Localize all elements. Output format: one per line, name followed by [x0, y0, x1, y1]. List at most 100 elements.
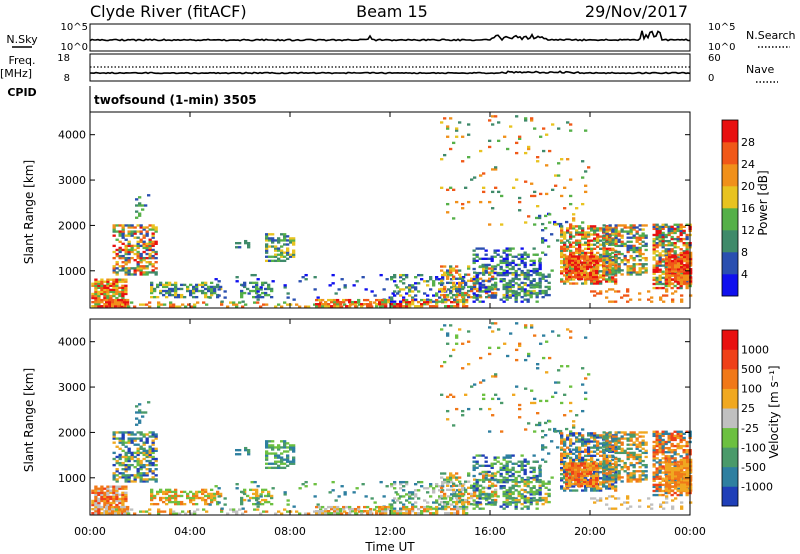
- power-cell: [560, 259, 564, 263]
- power-cell: [479, 295, 483, 299]
- velocity-cell: [426, 491, 430, 494]
- velocity-cell: [447, 495, 451, 498]
- power-cell: [121, 236, 125, 239]
- power-cell: [157, 301, 161, 304]
- velocity-cell: [514, 470, 518, 474]
- power-cell: [133, 226, 137, 229]
- power-cell: [112, 294, 116, 298]
- velocity-cell: [100, 499, 104, 503]
- velocity-cell: [180, 500, 184, 504]
- velocity-cell: [641, 441, 645, 444]
- power-cell: [192, 287, 196, 291]
- velocity-cell: [408, 510, 412, 513]
- velocity-cell: [358, 510, 362, 513]
- velocity-cell: [408, 507, 412, 511]
- velocity-cell: [608, 449, 612, 453]
- power-cell: [455, 289, 459, 293]
- velocity-cell: [229, 508, 233, 511]
- velocity-cell: [481, 464, 485, 467]
- velocity-cell: [127, 478, 131, 481]
- velocity-cell: [523, 464, 527, 467]
- velocity-cell: [289, 446, 293, 449]
- power-cell: [145, 303, 149, 306]
- power-cell: [676, 280, 680, 284]
- power-cell: [551, 188, 555, 192]
- power-cell: [467, 295, 471, 299]
- velocity-cell: [423, 487, 427, 490]
- velocity-cell: [444, 505, 448, 508]
- velocity-cell: [614, 474, 618, 477]
- velocity-cell: [602, 481, 606, 484]
- power-cell: [396, 286, 400, 289]
- velocity-cell: [315, 505, 319, 509]
- velocity-cell: [614, 485, 618, 488]
- power-cell: [671, 298, 675, 301]
- velocity-cell: [334, 499, 338, 502]
- power-cell: [382, 288, 386, 291]
- power-cell: [343, 286, 347, 289]
- power-cell: [195, 295, 199, 299]
- power-cell: [614, 280, 618, 283]
- velocity-cell: [472, 485, 476, 488]
- velocity-cell: [124, 499, 128, 503]
- power-cell: [580, 265, 584, 268]
- velocity-cell: [623, 451, 627, 455]
- velocity-cell: [629, 443, 633, 446]
- velocity-cell: [566, 470, 570, 474]
- velocity-cell: [496, 470, 500, 474]
- velocity-cell: [476, 494, 480, 498]
- power-cell: [154, 230, 158, 233]
- velocity-cell: [277, 510, 281, 513]
- power-cell: [136, 252, 140, 256]
- power-cell: [575, 247, 579, 250]
- velocity-cell: [127, 449, 131, 453]
- power-cell: [611, 271, 615, 274]
- velocity-cell: [449, 472, 453, 475]
- velocity-cell: [455, 472, 459, 475]
- power-cell: [514, 271, 518, 275]
- power-cell: [502, 273, 506, 277]
- velocity-cell: [118, 431, 122, 434]
- velocity-cell: [535, 500, 539, 504]
- velocity-cell: [343, 493, 347, 496]
- power-cell: [286, 251, 290, 254]
- power-cell: [574, 275, 578, 279]
- power-cell: [405, 292, 409, 295]
- velocity-cell: [408, 491, 412, 494]
- velocity-cell: [589, 472, 593, 475]
- power-cell: [596, 251, 600, 255]
- velocity-cell: [505, 505, 509, 508]
- velocity-cell: [280, 458, 284, 461]
- power-cell: [670, 244, 674, 247]
- power-cell: [572, 235, 576, 238]
- velocity-cell: [136, 449, 140, 453]
- power-cell: [168, 291, 172, 295]
- power-cell: [369, 300, 373, 304]
- power-cell: [124, 267, 128, 270]
- power-cell: [246, 287, 250, 291]
- velocity-cell: [596, 458, 600, 462]
- power-cell: [560, 245, 564, 248]
- power-cell: [118, 248, 122, 252]
- power-cell: [605, 237, 609, 240]
- velocity-cell: [135, 417, 139, 420]
- power-cell: [94, 290, 98, 294]
- velocity-cell: [589, 480, 593, 484]
- power-cell: [673, 237, 677, 241]
- power-cell: [575, 229, 579, 232]
- power-cell: [635, 232, 639, 235]
- velocity-cell: [121, 443, 125, 446]
- power-cell: [204, 295, 208, 299]
- velocity-cell: [475, 505, 479, 508]
- power-cell: [488, 200, 492, 204]
- power-cell: [271, 241, 275, 244]
- velocity-cell: [641, 463, 645, 467]
- velocity-cell: [130, 463, 134, 467]
- power-cell: [614, 234, 618, 237]
- power-cell: [139, 271, 143, 274]
- power-cell: [190, 305, 194, 308]
- velocity-cell: [204, 490, 208, 494]
- velocity-cell: [596, 489, 600, 492]
- velocity-cell: [565, 464, 569, 467]
- velocity-cell: [544, 492, 548, 496]
